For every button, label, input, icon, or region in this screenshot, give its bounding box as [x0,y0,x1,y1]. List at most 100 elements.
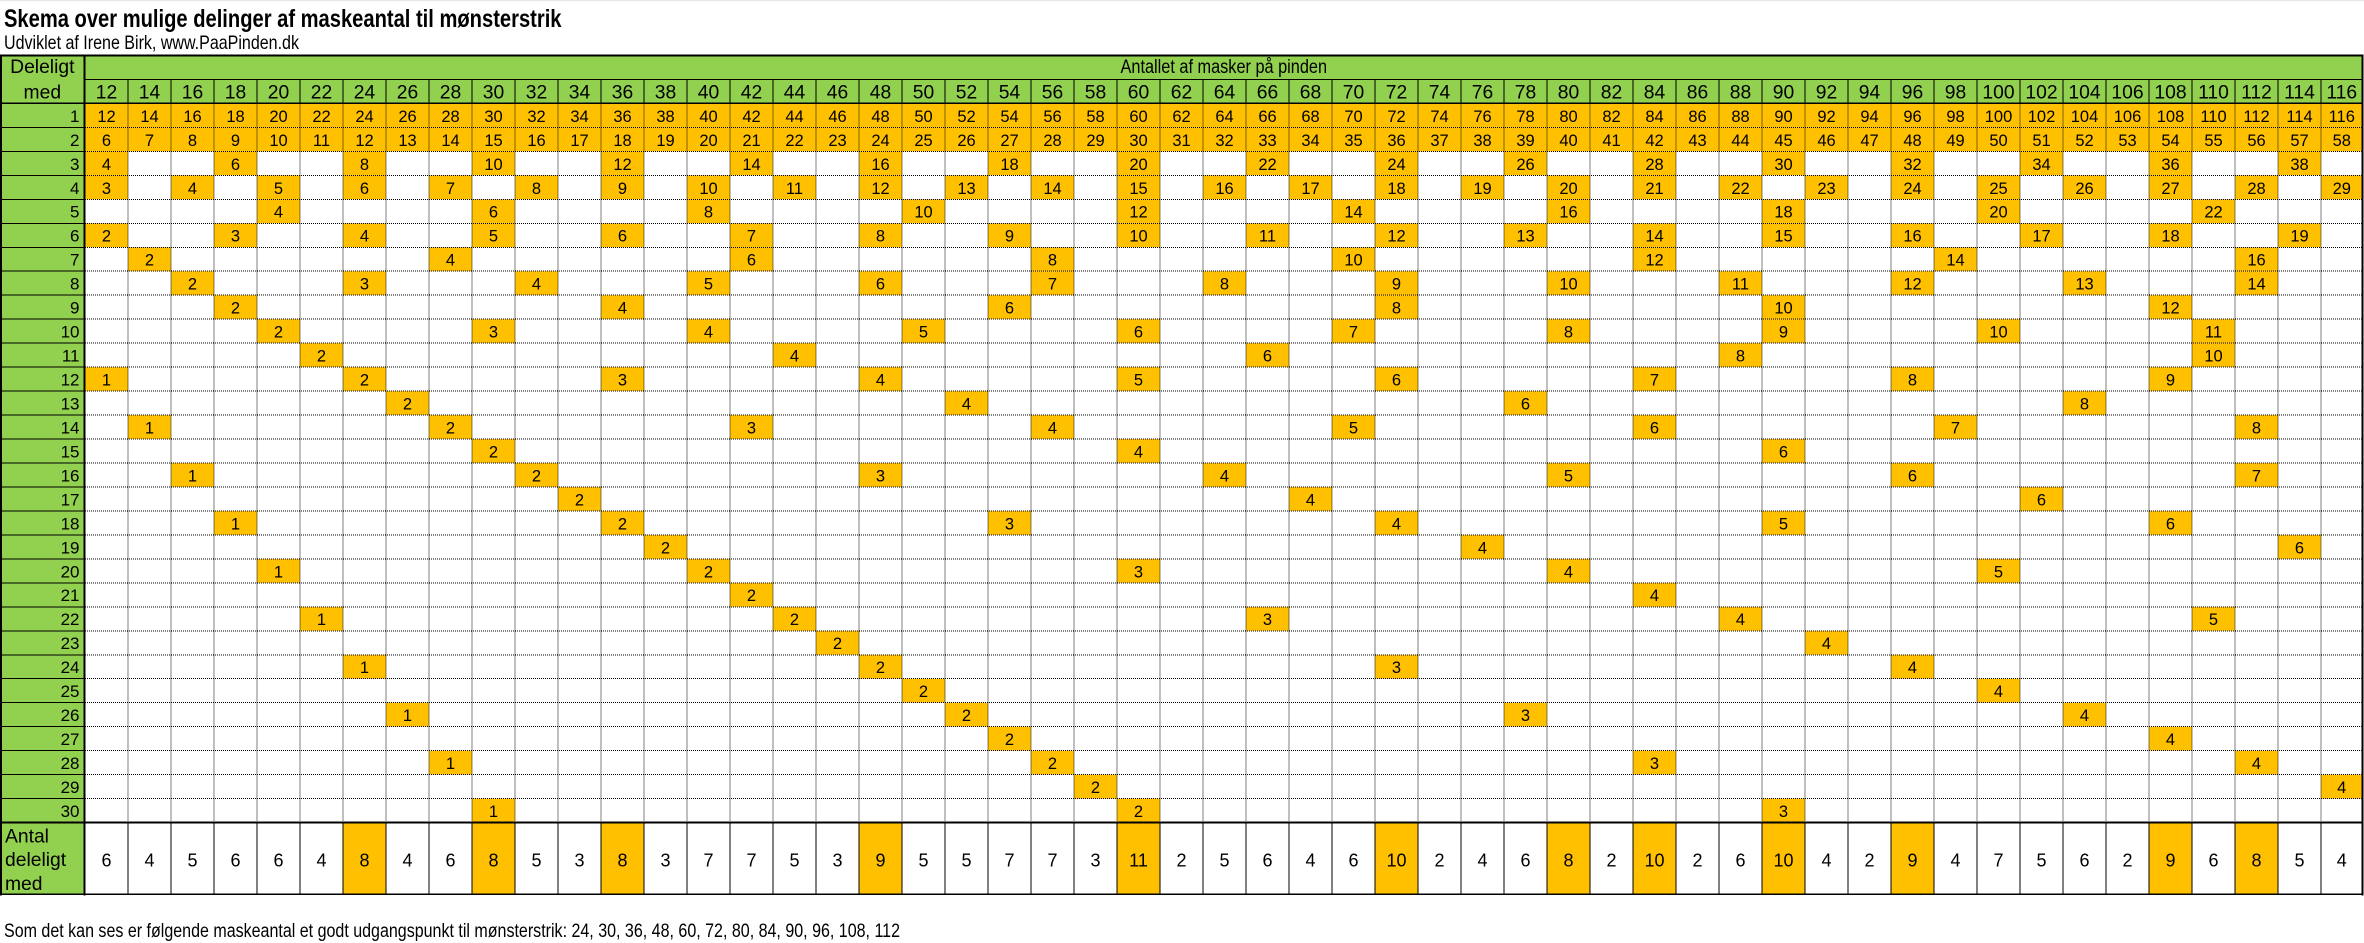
svg-text:2: 2 [1176,851,1186,871]
svg-text:62: 62 [1172,108,1190,126]
svg-text:17: 17 [570,132,588,150]
svg-text:58: 58 [1086,108,1104,126]
svg-text:42: 42 [742,108,760,126]
svg-text:7: 7 [747,228,756,246]
svg-text:5: 5 [2294,851,2304,871]
svg-text:6: 6 [747,252,756,270]
svg-text:10: 10 [1344,252,1362,270]
svg-text:72: 72 [1386,82,1407,103]
svg-text:64: 64 [1214,82,1236,103]
svg-text:2: 2 [661,539,670,557]
svg-text:6: 6 [2208,851,2218,871]
svg-text:4: 4 [446,252,455,270]
svg-text:5: 5 [961,851,971,871]
svg-text:40: 40 [1559,132,1577,150]
svg-text:26: 26 [957,132,975,150]
svg-text:13: 13 [61,394,80,413]
svg-text:30: 30 [1774,156,1792,174]
svg-text:10: 10 [61,323,80,342]
svg-text:30: 30 [1129,132,1147,150]
svg-text:4: 4 [876,372,885,390]
svg-text:14: 14 [1946,252,1964,270]
svg-text:6: 6 [273,851,283,871]
svg-text:12: 12 [1129,204,1147,222]
svg-text:50: 50 [914,108,932,126]
svg-text:48: 48 [1903,132,1921,150]
svg-text:90: 90 [1773,82,1794,103]
svg-text:16: 16 [2247,252,2265,270]
svg-text:3: 3 [1521,707,1530,725]
svg-text:21: 21 [61,586,80,605]
svg-text:8: 8 [876,228,885,246]
svg-text:18: 18 [226,108,244,126]
svg-text:84: 84 [1644,82,1666,103]
svg-text:9: 9 [1392,276,1401,294]
svg-text:10: 10 [1129,228,1147,246]
svg-text:17: 17 [1301,180,1319,198]
svg-text:4: 4 [618,300,627,318]
svg-text:9: 9 [1005,228,1014,246]
svg-text:7: 7 [1993,851,2003,871]
svg-text:6: 6 [360,180,369,198]
svg-text:5: 5 [2209,611,2218,629]
svg-text:33: 33 [1258,132,1276,150]
svg-text:4: 4 [1305,851,1315,871]
svg-text:5: 5 [1349,419,1358,437]
svg-text:7: 7 [1047,851,1057,871]
svg-text:4: 4 [704,324,713,342]
svg-text:104: 104 [2068,82,2100,103]
svg-text:52: 52 [2075,132,2093,150]
svg-text:38: 38 [2290,156,2308,174]
svg-text:38: 38 [656,108,674,126]
svg-text:42: 42 [1645,132,1663,150]
svg-text:4: 4 [360,228,369,246]
svg-text:12: 12 [1903,276,1921,294]
svg-text:5: 5 [1994,563,2003,581]
svg-text:14: 14 [140,108,158,126]
svg-text:2: 2 [317,348,326,366]
svg-text:8: 8 [1048,252,1057,270]
svg-text:108: 108 [2154,82,2186,103]
svg-text:62: 62 [1171,82,1192,103]
svg-text:4: 4 [1822,635,1831,653]
svg-text:29: 29 [61,778,80,797]
svg-text:96: 96 [1903,108,1921,126]
svg-text:22: 22 [61,610,80,629]
svg-text:13: 13 [1516,228,1534,246]
svg-text:12: 12 [871,180,889,198]
svg-text:3: 3 [489,324,498,342]
svg-text:2: 2 [446,419,455,437]
svg-text:8: 8 [360,156,369,174]
svg-text:56: 56 [1042,82,1063,103]
svg-text:78: 78 [1516,108,1534,126]
svg-text:18: 18 [2161,228,2179,246]
svg-text:6: 6 [1392,372,1401,390]
svg-text:1: 1 [403,707,412,725]
svg-text:7: 7 [703,851,713,871]
svg-text:1: 1 [102,372,111,390]
svg-text:25: 25 [1989,180,2007,198]
svg-text:Som det kan ses er følgende ma: Som det kan ses er følgende maskeantal e… [4,920,900,942]
svg-text:5: 5 [918,851,928,871]
svg-text:11: 11 [2205,324,2222,342]
svg-text:112: 112 [2243,108,2269,126]
svg-text:6: 6 [102,132,111,150]
svg-text:2: 2 [1134,803,1143,821]
svg-text:86: 86 [1688,108,1706,126]
svg-text:1: 1 [145,419,154,437]
svg-text:82: 82 [1601,82,1622,103]
svg-text:7: 7 [746,851,756,871]
svg-text:8: 8 [1564,324,1573,342]
svg-text:29: 29 [1086,132,1104,150]
svg-text:14: 14 [2247,276,2265,294]
svg-text:40: 40 [699,108,717,126]
svg-text:56: 56 [1043,108,1061,126]
svg-text:46: 46 [1817,132,1835,150]
svg-text:50: 50 [913,82,934,103]
svg-text:46: 46 [828,108,846,126]
svg-text:11: 11 [1732,276,1749,294]
svg-text:68: 68 [1300,82,1321,103]
svg-text:30: 30 [61,802,80,821]
svg-text:2: 2 [618,515,627,533]
svg-text:4: 4 [1821,851,1831,871]
